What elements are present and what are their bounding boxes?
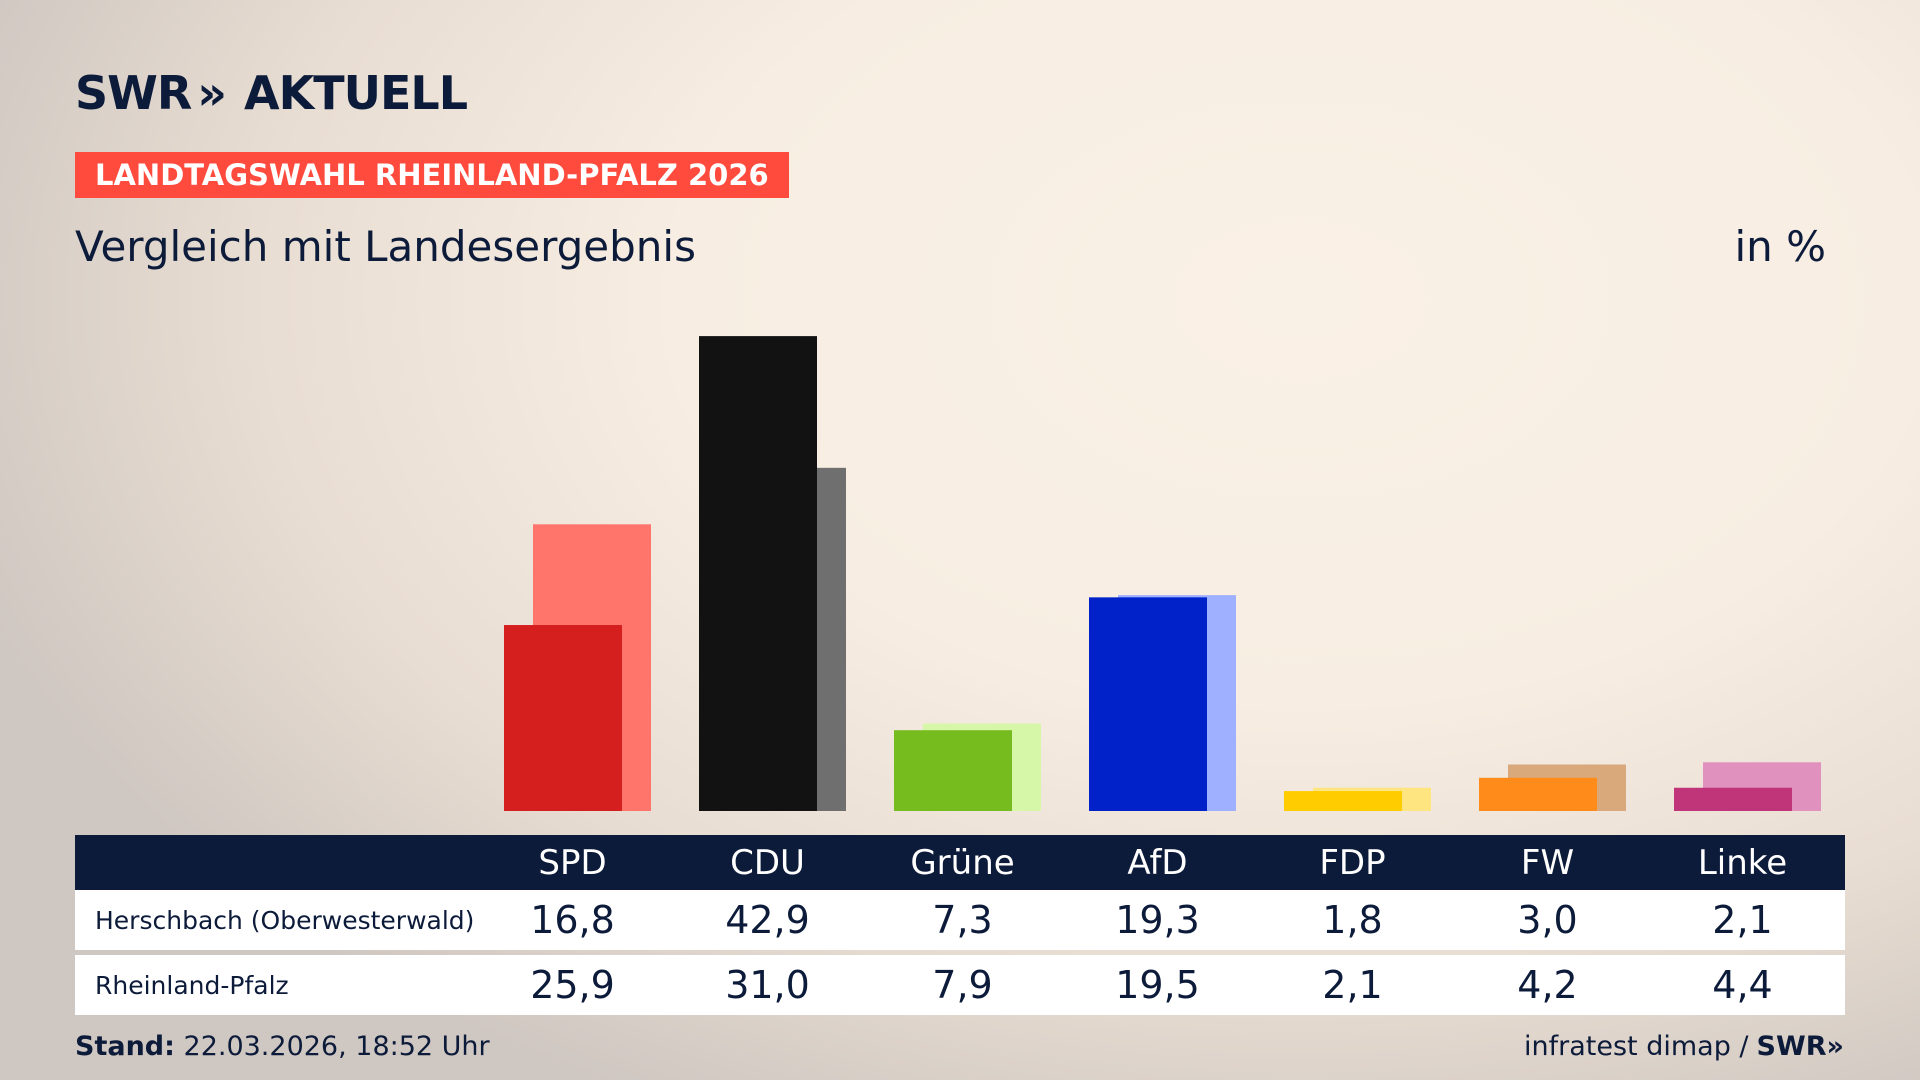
source-credit: infratest dimap / SWR» xyxy=(1524,1031,1844,1062)
source-text: infratest dimap / xyxy=(1524,1031,1749,1062)
stand-label: Stand: xyxy=(75,1031,175,1062)
header-linke: Linke xyxy=(1697,842,1788,883)
bar-local-afd xyxy=(1089,597,1207,811)
election-banner: LANDTAGSWAHL RHEINLAND-PFALZ 2026 xyxy=(75,152,789,198)
bar-state-spd xyxy=(533,524,651,811)
value-cell: 42,9 xyxy=(725,898,810,942)
source-swr-logo: SWR» xyxy=(1756,1031,1844,1062)
value-cell: 19,3 xyxy=(1115,898,1200,942)
header-fw: FW xyxy=(1520,842,1575,883)
bar-local-grüne xyxy=(894,730,1012,811)
value-cell: 7,9 xyxy=(932,963,993,1007)
results-table: SPD CDU Grüne AfD FDP FW Linke Herschbac… xyxy=(75,835,1845,1015)
bar-state-grüne xyxy=(923,723,1041,811)
header-afd: AfD xyxy=(1127,842,1188,883)
swr-aktuell-logo: SWR» AKTUELL xyxy=(75,66,468,120)
bar-local-spd xyxy=(504,625,622,811)
row-label-herschbach: Herschbach (Oberwesterwald) xyxy=(95,905,475,935)
logo-aktuell: AKTUELL xyxy=(244,66,468,120)
value-cell: 4,4 xyxy=(1712,963,1773,1007)
header-fdp: FDP xyxy=(1319,842,1386,883)
bar-state-fw xyxy=(1508,764,1626,811)
value-cell: 16,8 xyxy=(530,898,615,942)
value-cell: 3,0 xyxy=(1517,898,1578,942)
value-cell: 7,3 xyxy=(932,898,993,942)
bar-local-linke xyxy=(1674,787,1792,811)
bar-local-fw xyxy=(1479,777,1597,811)
value-cell: 19,5 xyxy=(1115,963,1200,1007)
table-row: Herschbach (Oberwesterwald) 16,8 42,9 7,… xyxy=(75,890,1845,950)
value-cell: 4,2 xyxy=(1517,963,1578,1007)
value-cell: 2,1 xyxy=(1322,963,1383,1007)
header-spd: SPD xyxy=(538,842,607,883)
bar-state-cdu xyxy=(728,467,846,811)
table-row: Rheinland-Pfalz 25,9 31,0 7,9 19,5 2,1 4… xyxy=(75,955,1845,1015)
bar-local-cdu xyxy=(699,336,817,811)
bar-chart xyxy=(504,336,1821,811)
value-cell: 25,9 xyxy=(530,963,615,1007)
bar-state-fdp xyxy=(1313,787,1431,811)
unit-label: in % xyxy=(1734,222,1826,271)
logo-chevron-icon: » xyxy=(197,66,227,120)
bar-state-afd xyxy=(1118,595,1236,811)
bar-local-fdp xyxy=(1284,791,1402,811)
header-cdu: CDU xyxy=(730,842,805,883)
timestamp: Stand: 22.03.2026, 18:52 Uhr xyxy=(75,1031,490,1062)
value-cell: 31,0 xyxy=(725,963,810,1007)
header-gruene: Grüne xyxy=(910,842,1015,883)
stand-value: 22.03.2026, 18:52 Uhr xyxy=(183,1031,490,1062)
value-cell: 1,8 xyxy=(1322,898,1383,942)
row-label-rlp: Rheinland-Pfalz xyxy=(95,970,289,1000)
table-header: SPD CDU Grüne AfD FDP FW Linke xyxy=(75,835,1845,890)
logo-swr: SWR xyxy=(75,66,192,120)
value-cell: 2,1 xyxy=(1712,898,1773,942)
bar-state-linke xyxy=(1703,762,1821,811)
chart-subtitle: Vergleich mit Landesergebnis xyxy=(75,222,696,271)
